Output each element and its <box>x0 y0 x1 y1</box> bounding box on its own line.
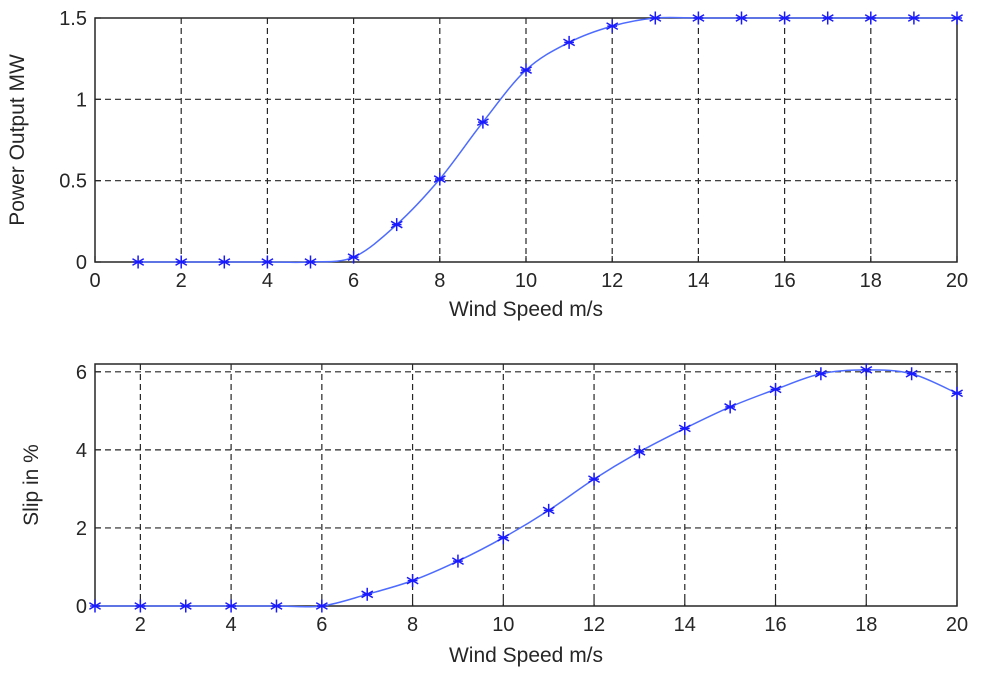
x-tick-label: 10 <box>492 614 514 636</box>
x-tick-label: 6 <box>316 614 327 636</box>
x-tick-label: 8 <box>407 614 418 636</box>
x-tick-label: 20 <box>946 270 968 292</box>
data-point <box>821 11 834 25</box>
y-tick-label: 1 <box>76 89 87 111</box>
data-point <box>633 445 646 459</box>
y-tick-label: 2 <box>76 518 87 540</box>
x-tick-label: 14 <box>674 614 696 636</box>
data-point <box>950 386 964 400</box>
data-point <box>678 421 691 435</box>
x-tick-label: 16 <box>773 270 795 292</box>
data-point <box>735 11 748 25</box>
data-point <box>778 11 791 25</box>
data-point <box>361 587 374 601</box>
y-axis-label: Power Output MW <box>6 54 29 226</box>
power-output-chart: 0 2 4 6 8 10 12 14 16 18 20 0 0.5 1 1.5 Wind Speed m/s P… <box>6 8 968 321</box>
y-tick-label: 1.5 <box>59 8 87 30</box>
x-tick-label: 2 <box>135 614 146 636</box>
x-tick-label: 4 <box>226 614 237 636</box>
data-point <box>588 472 601 486</box>
x-tick-label: 18 <box>855 614 877 636</box>
x-tick-label: 14 <box>687 270 709 292</box>
data-point <box>519 63 533 77</box>
y-tick-label: 0 <box>76 252 87 274</box>
series-line <box>95 369 958 608</box>
y-tick-label: 4 <box>76 440 87 462</box>
data-point <box>132 255 145 269</box>
data-point <box>905 367 918 381</box>
data-point <box>692 11 705 25</box>
data-point <box>270 599 283 613</box>
data-point <box>724 400 737 414</box>
x-tick-label: 8 <box>434 270 445 292</box>
data-point <box>406 574 419 588</box>
x-axis-label: Wind Speed m/s <box>449 644 603 667</box>
data-point <box>814 367 827 381</box>
data-point <box>218 255 231 269</box>
data-point <box>225 599 238 613</box>
y-axis-label: Slip in % <box>20 444 43 526</box>
x-tick-label: 4 <box>262 270 273 292</box>
x-tick-label: 0 <box>89 270 100 292</box>
x-tick-label: 20 <box>946 614 968 636</box>
data-point <box>769 382 782 396</box>
x-tick-label: 6 <box>348 270 359 292</box>
data-point <box>476 115 489 129</box>
data-point <box>304 255 317 269</box>
data-point <box>606 19 619 33</box>
x-tick-label: 2 <box>176 270 187 292</box>
data-point <box>433 172 446 186</box>
x-tick-label: 12 <box>601 270 623 292</box>
y-tick-label: 0 <box>76 596 87 618</box>
data-point <box>649 11 662 25</box>
data-point <box>175 255 188 269</box>
data-point <box>315 599 328 613</box>
data-point <box>451 554 464 568</box>
data-point <box>860 363 873 377</box>
plot-frame <box>94 363 958 607</box>
y-tick-label: 0.5 <box>59 171 87 193</box>
x-tick-label: 10 <box>515 270 537 292</box>
data-point <box>347 250 360 264</box>
data-point <box>950 11 964 25</box>
x-tick-label: 12 <box>583 614 605 636</box>
x-axis-label: Wind Speed m/s <box>449 298 603 321</box>
data-point <box>134 599 147 613</box>
data-point <box>179 599 192 613</box>
series-line <box>138 16 957 264</box>
x-tick-label: 18 <box>860 270 882 292</box>
data-point <box>864 11 877 25</box>
data-point <box>907 11 920 25</box>
data-point <box>261 255 274 269</box>
data-point <box>88 599 102 613</box>
x-tick-label: 16 <box>764 614 786 636</box>
data-point <box>390 218 403 232</box>
data-point <box>563 35 576 49</box>
data-point <box>542 503 555 517</box>
slip-chart: 2 4 6 8 10 12 14 16 18 20 0 2 4 6 Wind Speed m/s Slip i… <box>20 362 968 667</box>
y-tick-label: 6 <box>76 362 87 384</box>
data-point <box>497 531 510 545</box>
